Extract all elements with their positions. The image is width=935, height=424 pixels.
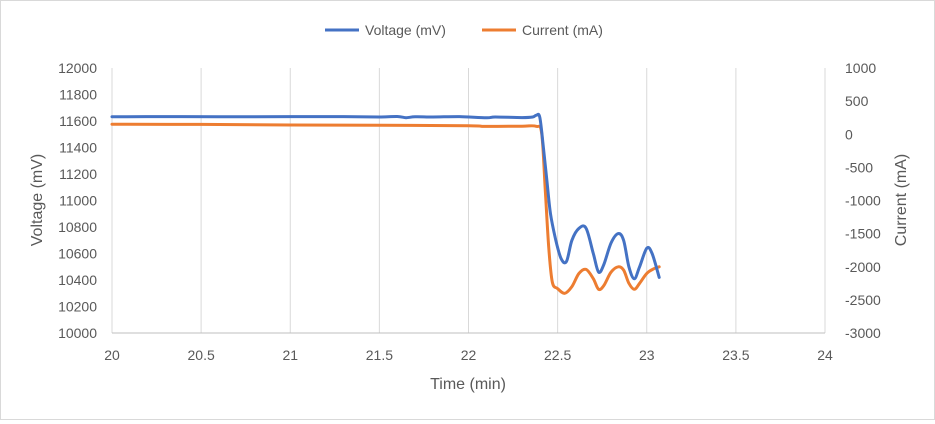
y-tick-label: 12000	[58, 60, 97, 76]
y2-tick-label: -2500	[845, 292, 881, 308]
x-axis-title: Time (min)	[430, 376, 506, 393]
x-tick-label: 23	[639, 347, 655, 363]
y-tick-label: 11400	[59, 140, 97, 156]
y-tick-label: 11000	[59, 193, 97, 209]
x-tick-label: 20.5	[188, 347, 215, 363]
y-tick-label: 10800	[58, 219, 97, 235]
y2-tick-label: 1000	[845, 60, 876, 76]
y2-tick-label: -500	[845, 159, 873, 175]
y-tick-label: 10400	[58, 272, 97, 288]
x-tick-label: 22	[461, 347, 477, 363]
x-tick-label: 20	[104, 347, 120, 363]
y2-tick-label: 500	[845, 93, 869, 109]
y2-tick-label: -1500	[845, 226, 881, 242]
x-tick-label: 21.5	[366, 347, 393, 363]
y2-tick-label: -3000	[845, 325, 881, 341]
y-axis-ticks: 10000 10200 10400 10600 10800 11000 11200 11400…	[58, 60, 97, 341]
y2-tick-label: -1000	[845, 193, 881, 209]
y-tick-label: 11600	[59, 113, 97, 129]
legend-label-current: Current (mA)	[522, 22, 603, 38]
x-axis-ticks: 20 20.5 21 21.5 22 22.5 23 23.5 24	[104, 347, 833, 363]
legend: Voltage (mV) Current (mA)	[325, 22, 603, 38]
y2-axis-ticks: -3000 -2500 -2000 -1500 -1000 -500 0 500 1000	[845, 60, 881, 341]
x-tick-label: 23.5	[722, 347, 749, 363]
y2-tick-label: -2000	[845, 259, 881, 275]
x-tick-label: 24	[817, 347, 833, 363]
y2-axis-title: Current (mA)	[893, 154, 910, 246]
y-tick-label: 11200	[59, 166, 97, 182]
grid-lines	[111, 68, 826, 334]
x-tick-label: 22.5	[544, 347, 571, 363]
x-tick-label: 21	[282, 347, 298, 363]
series-line-voltage	[110, 112, 661, 281]
y-tick-label: 11800	[59, 87, 97, 103]
series-line-current	[110, 122, 661, 295]
y-axis-title: Voltage (mV)	[29, 154, 46, 246]
legend-label-voltage: Voltage (mV)	[365, 22, 446, 38]
y-tick-label: 10000	[58, 325, 97, 341]
y-tick-label: 10200	[58, 299, 97, 315]
y2-tick-label: 0	[845, 126, 853, 142]
series-lines	[110, 112, 661, 295]
y-tick-label: 10600	[58, 246, 97, 262]
